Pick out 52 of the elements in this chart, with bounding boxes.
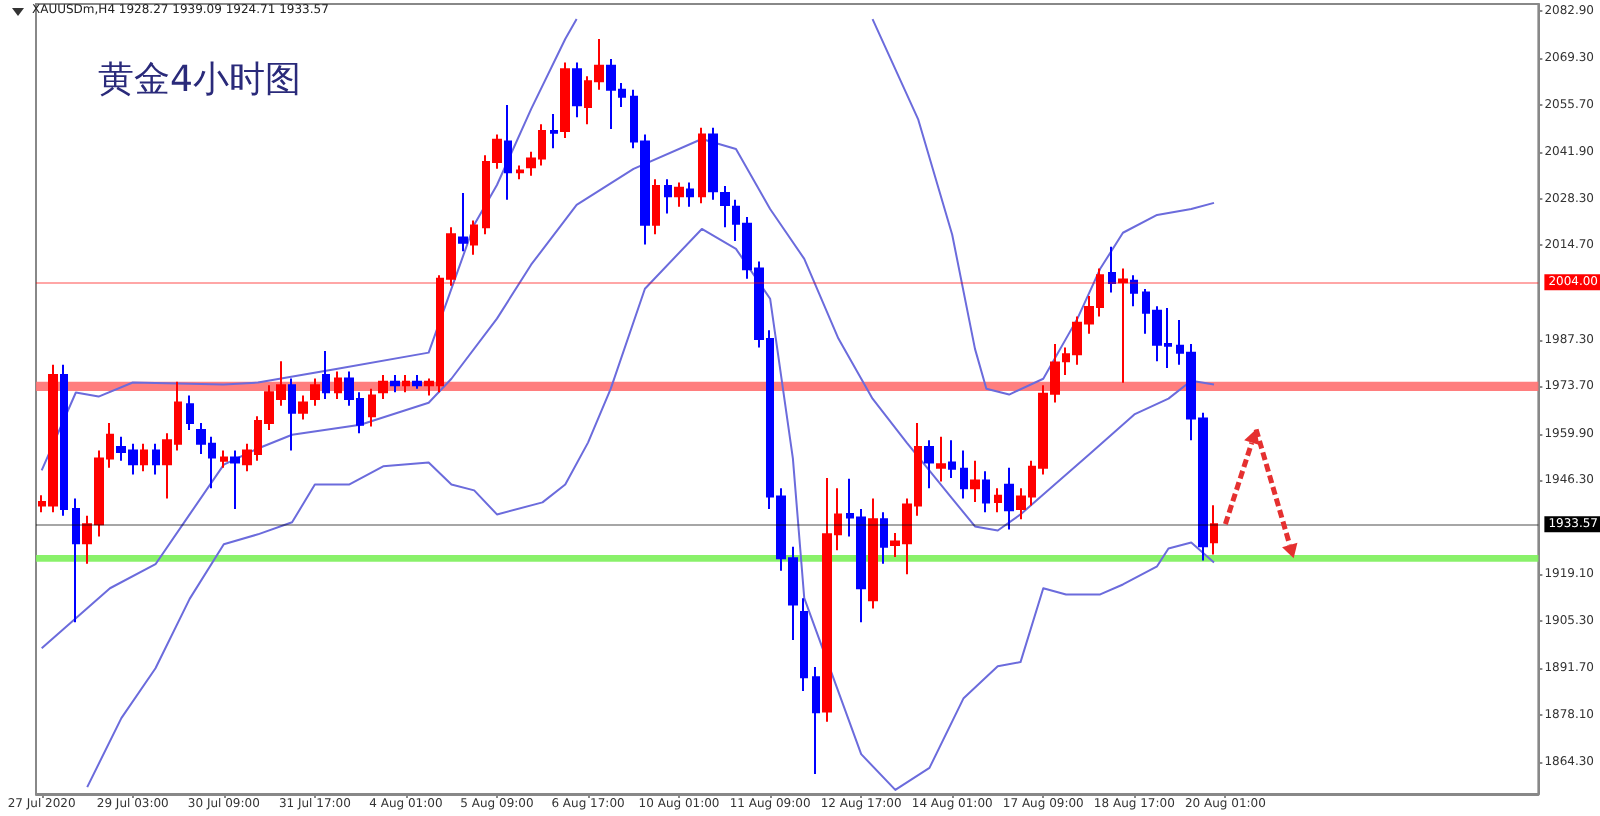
candlestick [186,394,194,431]
line-series [40,137,1215,650]
candlestick [298,394,308,421]
candlestick [994,487,1002,514]
candlestick [1108,245,1116,294]
candlestick [720,185,730,229]
text: 黄金4小时图 [98,59,301,101]
candlestick [708,126,718,201]
candlestick [880,511,888,565]
candlestick [970,459,980,504]
candlestick [470,219,478,256]
candlestick [230,449,240,510]
candlestick [152,442,160,476]
candlestick [960,449,968,500]
candlestick [1210,504,1218,556]
candlestick [1118,267,1128,384]
candlestick [288,377,296,452]
candlestick [812,665,820,776]
candlestick [982,470,990,514]
candlestick [390,373,400,394]
candlestick [504,103,512,201]
candlestick [572,61,582,119]
candlestick [652,178,660,236]
candlestick [412,373,422,390]
line-series [86,227,1215,791]
candlestick [550,112,558,150]
candlestick [60,363,68,517]
candlestick [948,439,956,479]
candlestick [368,387,376,428]
candlestick [686,181,694,208]
candlestick [516,164,524,181]
candlestick [402,373,410,394]
candlestick [560,61,570,139]
line-series [40,18,578,472]
candlestick [322,349,330,400]
candlestick [1130,274,1138,308]
candlestick [936,435,946,483]
candlestick [378,373,388,400]
candlestick [800,597,808,692]
candlestick [1004,466,1014,531]
line-series [871,18,1215,396]
candlestick [140,442,148,473]
candlestick [698,126,706,205]
candlestick [664,178,672,215]
candlestick [310,377,320,407]
candlestick [868,497,878,610]
candlestick [334,370,342,400]
candlestick [674,181,684,208]
candlestick [72,497,80,624]
candlestick [458,191,468,253]
candlestick [220,449,228,469]
candlestick [924,439,934,490]
